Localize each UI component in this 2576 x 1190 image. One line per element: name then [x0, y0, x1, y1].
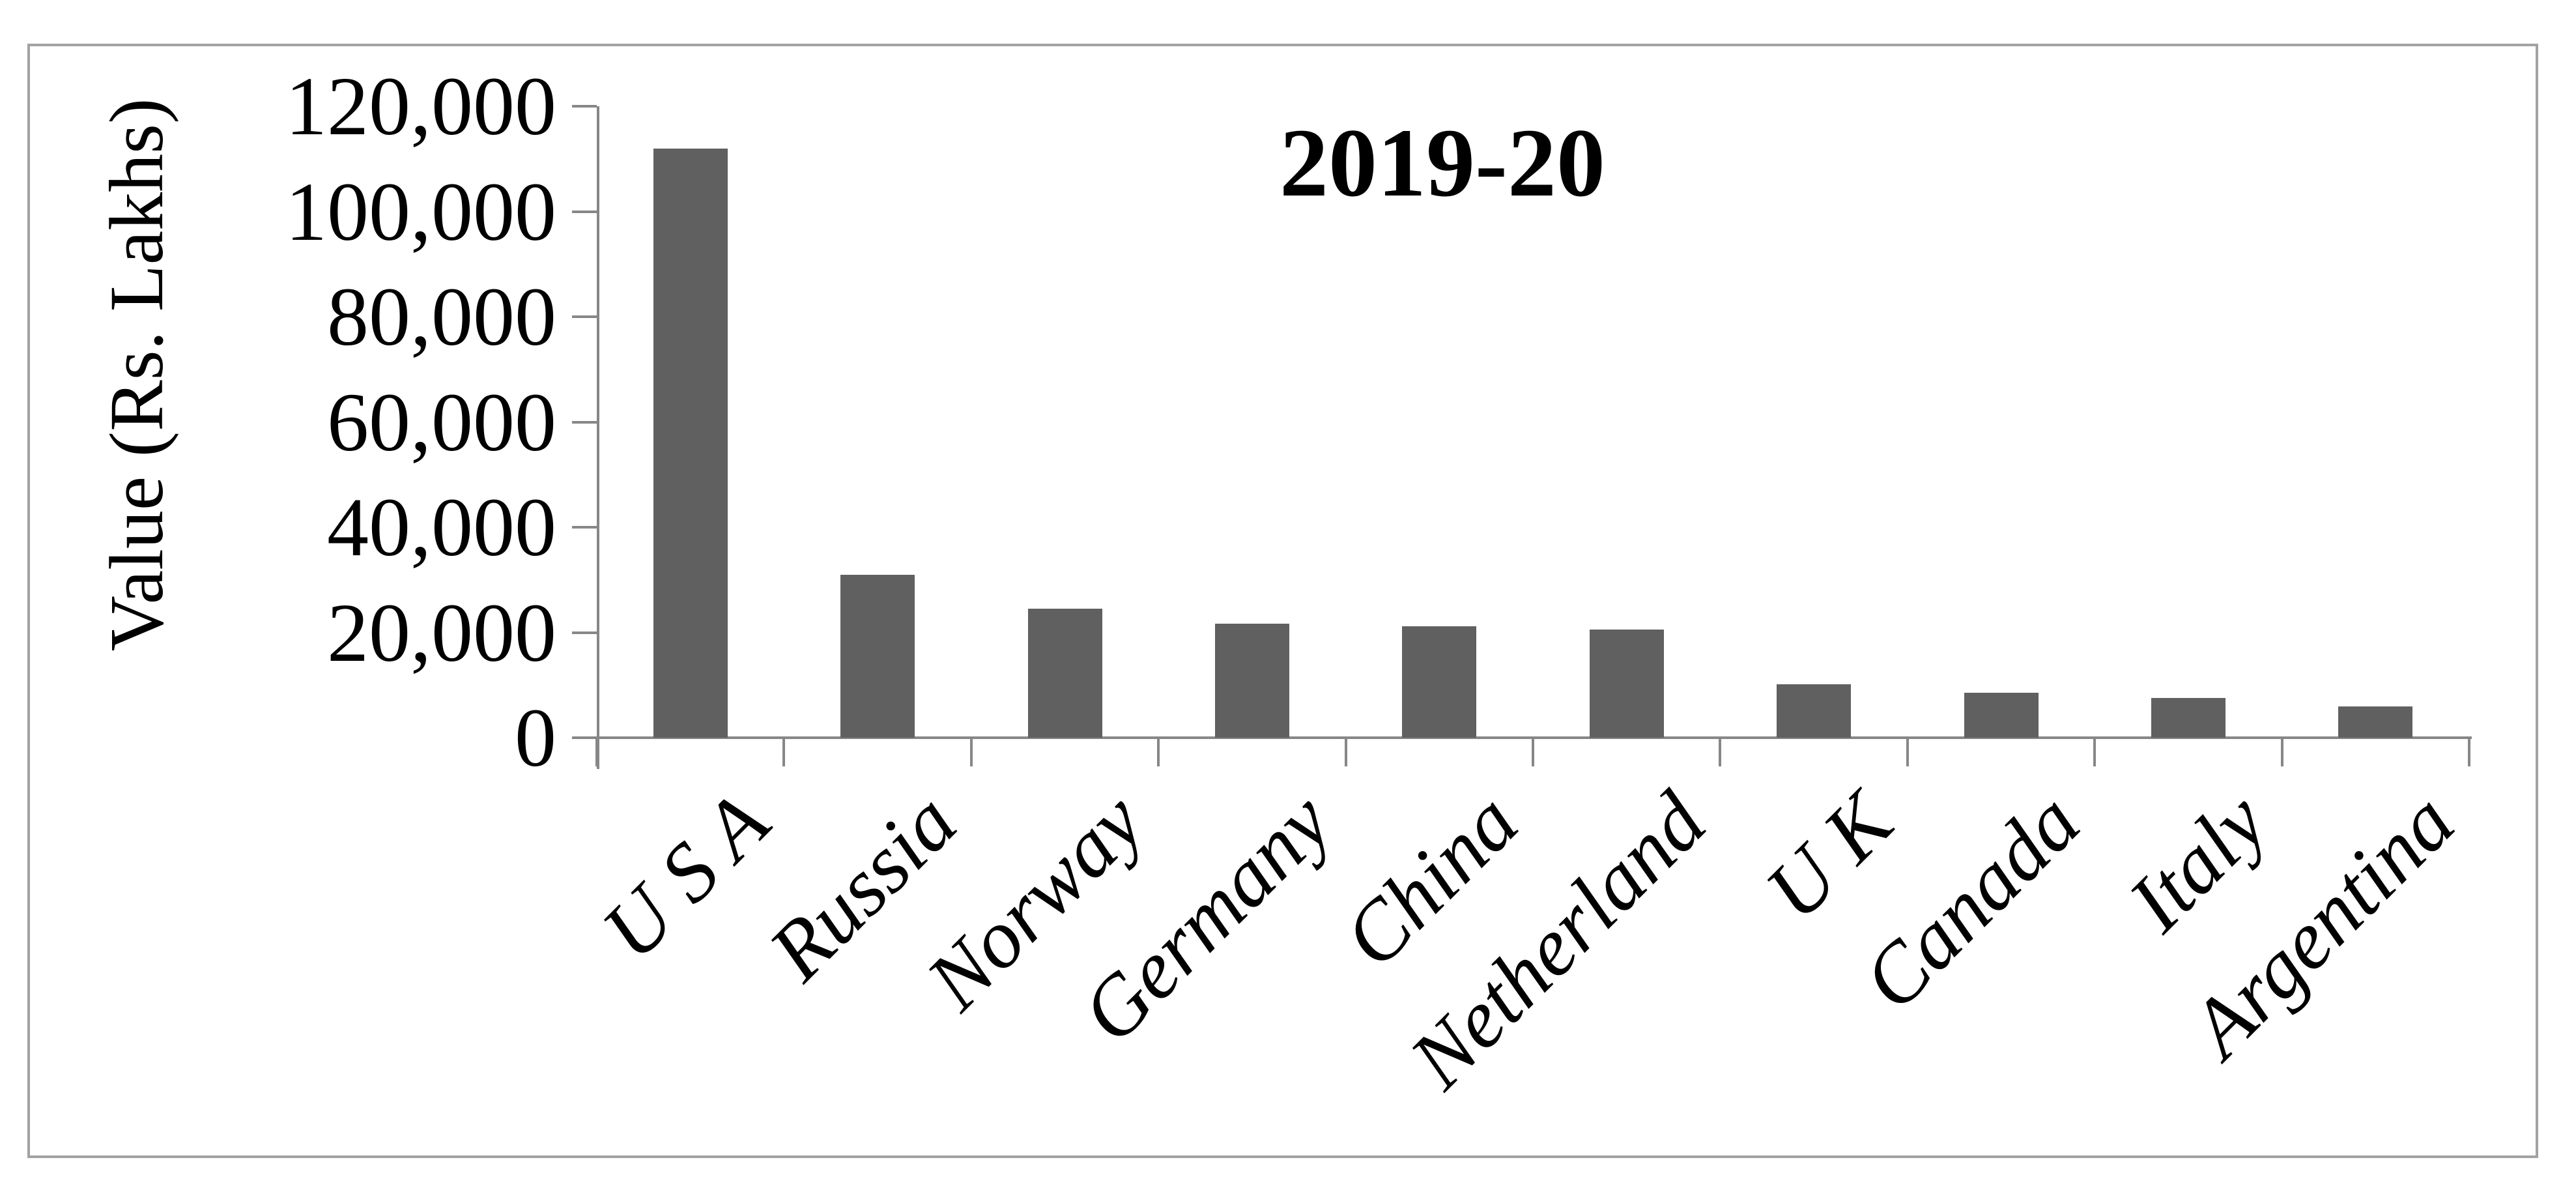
bar-russia	[840, 574, 915, 738]
bar-u-k	[1777, 684, 1852, 738]
bar-germany	[1214, 623, 1289, 738]
bar-u-s-a	[653, 148, 728, 738]
x-tick-5	[1532, 738, 1534, 766]
y-axis-line	[597, 106, 599, 769]
y-tick-40-000	[572, 526, 597, 529]
bar-netherland	[1589, 629, 1664, 738]
y-tick-120-000	[572, 105, 597, 108]
y-tick-20-000	[572, 631, 597, 634]
x-tick-8	[2093, 738, 2097, 766]
bar-argentina	[2338, 706, 2413, 738]
x-tick-7	[1906, 738, 1909, 766]
chart-title: 2019-20	[1280, 109, 1605, 217]
y-tick-label-0: 0	[515, 691, 556, 784]
y-tick-label-100-000: 100,000	[285, 165, 556, 258]
bar-italy	[2151, 698, 2225, 738]
x-tick-10	[2468, 738, 2470, 766]
x-axis-line	[572, 736, 2472, 739]
x-tick-9	[2280, 738, 2283, 766]
x-tick-2	[969, 738, 973, 766]
y-tick-60-000	[572, 420, 597, 424]
y-tick-label-120-000: 120,000	[285, 60, 556, 152]
x-tick-3	[1157, 738, 1160, 766]
y-tick-label-20-000: 20,000	[327, 586, 556, 679]
x-tick-1	[782, 738, 786, 766]
bar-china	[1402, 626, 1477, 738]
y-tick-100-000	[572, 210, 597, 213]
bar-norway	[1027, 609, 1102, 738]
figure-border	[27, 44, 2538, 1158]
y-tick-0	[572, 736, 597, 739]
y-tick-label-60-000: 60,000	[327, 375, 556, 469]
bar-canada	[1964, 692, 2039, 738]
y-tick-label-80-000: 80,000	[327, 270, 556, 363]
x-tick-6	[1719, 738, 1722, 766]
x-tick-4	[1344, 738, 1347, 766]
y-tick-label-40-000: 40,000	[327, 481, 556, 573]
x-tick-0	[595, 738, 598, 766]
y-tick-80-000	[572, 315, 597, 318]
